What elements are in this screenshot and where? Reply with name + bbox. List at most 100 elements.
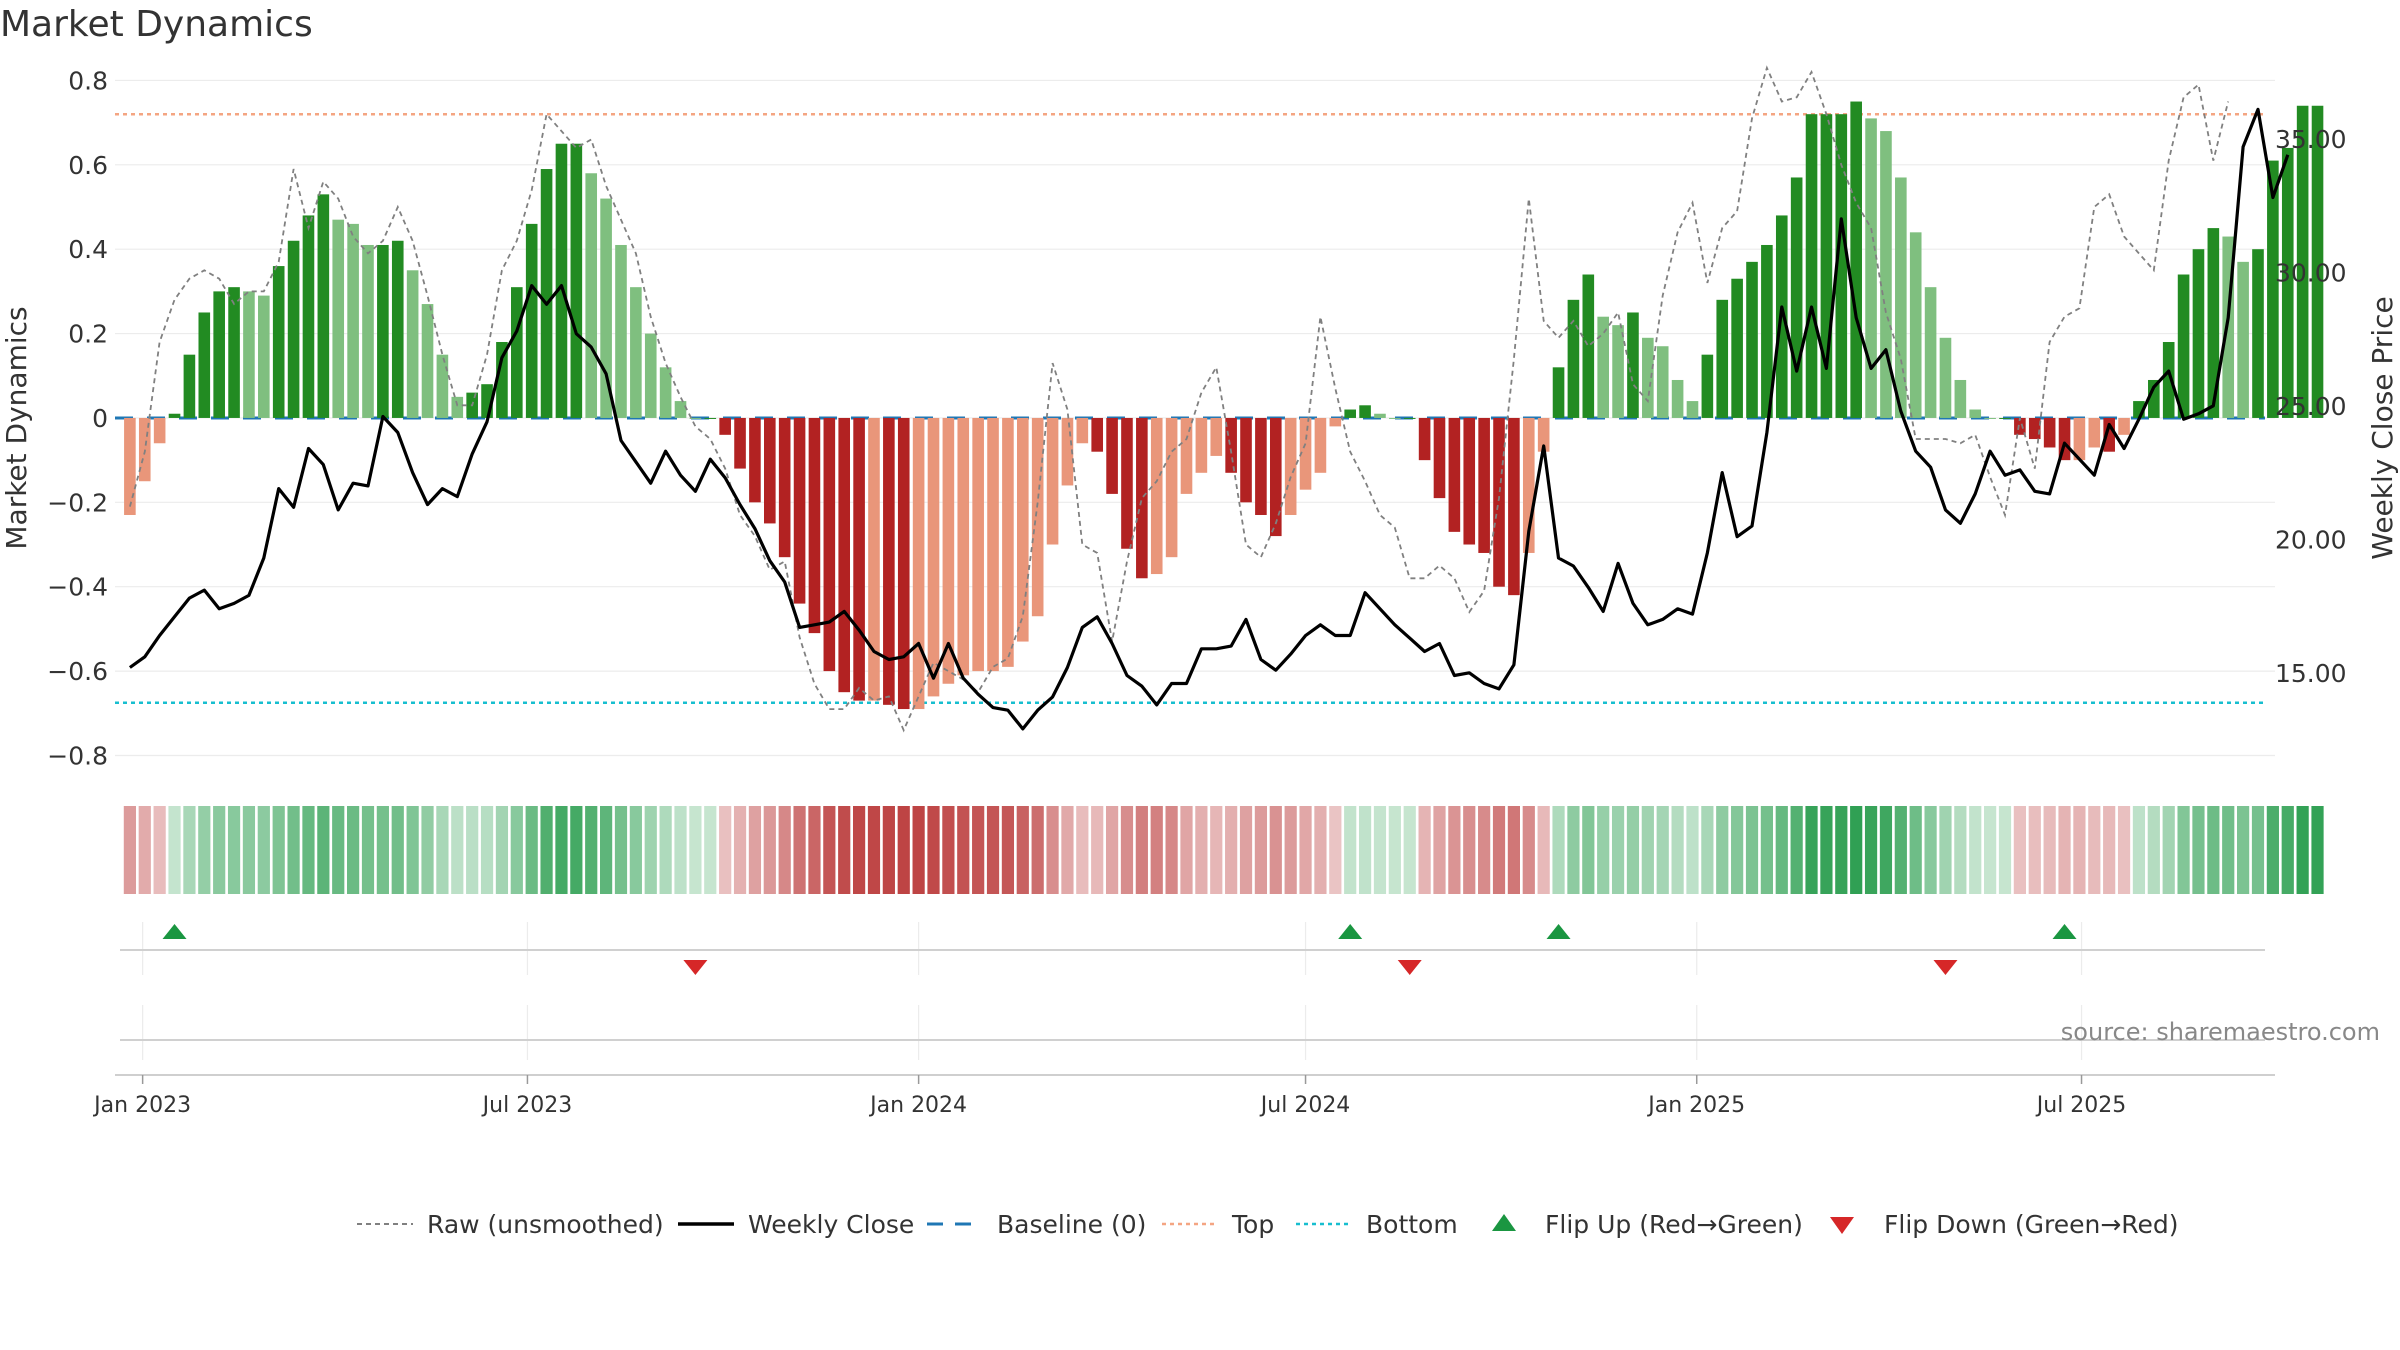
dynamics-bar: [213, 291, 225, 418]
regime-cell: [347, 806, 360, 894]
dynamics-bar: [1716, 299, 1729, 418]
regime-cell: [1299, 806, 1312, 894]
regime-cell: [1701, 806, 1714, 894]
regime-cell: [2281, 806, 2294, 894]
regime-cell: [748, 806, 762, 894]
regime-cell: [2117, 806, 2131, 894]
regime-cell: [1210, 806, 1223, 894]
regime-cell: [2132, 806, 2146, 894]
regime-cell: [1939, 806, 1952, 894]
regime-cell: [808, 806, 821, 894]
regime-cell: [361, 806, 375, 894]
regime-cell: [1686, 806, 1699, 894]
regime-cell: [793, 806, 806, 894]
regime-cell: [1418, 806, 1431, 894]
dynamics-bar: [1061, 417, 1074, 486]
regime-cell: [1775, 806, 1788, 894]
dynamics-bar: [1537, 417, 1550, 452]
dynamics-bar: [347, 223, 359, 418]
dynamics-bar: [2252, 249, 2264, 418]
regime-cell: [1284, 806, 1297, 894]
regime-cell: [213, 806, 226, 894]
dynamics-bar: [1909, 232, 1922, 418]
dynamics-bar: [1076, 417, 1089, 444]
series-lines: [128, 65, 2290, 733]
right-axis: 35.00 30.00 25.00 20.00 15.00: [2275, 125, 2347, 688]
dynamics-bar: [2311, 105, 2324, 418]
dynamics-bar: [1612, 325, 1624, 418]
regime-cell: [391, 806, 404, 894]
dynamics-bar: [2162, 342, 2175, 418]
left-axis-label: Market Dynamics: [0, 306, 33, 549]
dynamics-bar: [2281, 147, 2294, 418]
flip-down-marker: [1397, 960, 1422, 975]
regime-cell: [198, 806, 211, 894]
right-tick-label: 35.00: [2275, 125, 2347, 154]
regime-cell: [1254, 806, 1268, 894]
dynamics-bar: [391, 240, 404, 418]
regime-cell: [1105, 806, 1119, 894]
dynamics-bar: [377, 244, 389, 418]
dynamics-bar: [2177, 274, 2190, 418]
left-tick-label: 0.4: [68, 235, 108, 264]
regime-cell: [317, 806, 330, 894]
regime-strip: [123, 806, 2324, 894]
flip-markers-panel: [120, 922, 2265, 1060]
dynamics-bar: [1642, 337, 1654, 418]
regime-cell: [1344, 806, 1357, 894]
dynamics-bar: [302, 215, 315, 418]
dynamics-bar: [1984, 417, 1996, 419]
dynamics-bar: [823, 417, 836, 672]
dynamics-bar: [2237, 261, 2249, 418]
dynamics-bar: [689, 417, 702, 419]
dynamics-bar: [1835, 114, 1848, 418]
dynamics-bar: [1761, 244, 1773, 418]
dynamics-bar: [853, 417, 865, 701]
left-axis: 0.8 0.6 0.4 0.2 0 −0.2 −0.4 −0.6 −0.8: [47, 66, 108, 770]
dynamics-bar: [2014, 417, 2026, 435]
regime-cell: [1641, 806, 1654, 894]
regime-cell: [957, 806, 970, 894]
source-text: source: sharemaestro.com: [2061, 1018, 2380, 1046]
regime-cell: [2177, 806, 2190, 894]
regime-cell: [153, 806, 166, 894]
regime-cell: [1745, 806, 1759, 894]
flip-up-marker: [1546, 924, 1571, 939]
dynamics-bar: [1016, 417, 1029, 642]
regime-cell: [1001, 806, 1015, 894]
dynamics-bar: [1597, 316, 1609, 418]
dynamics-bar: [1329, 417, 1342, 427]
regime-cell: [942, 806, 955, 894]
dynamics-bar: [1701, 354, 1714, 418]
right-tick-label: 20.00: [2275, 525, 2347, 554]
dynamics-bar: [258, 295, 270, 418]
raw-line: [129, 65, 2230, 733]
x-axis: Jan 2023 Jul 2023 Jan 2024 Jul 2024 Jan 2025…: [92, 1074, 2275, 1118]
regime-cell: [1016, 806, 1029, 894]
dynamics-bar: [272, 266, 285, 418]
dynamics-bar: [763, 417, 776, 524]
regime-cell: [1537, 806, 1550, 894]
dynamics-bar: [1731, 278, 1743, 418]
close-line: [128, 107, 2290, 731]
dynamics-bar: [2207, 228, 2220, 418]
dynamics-bar: [630, 287, 642, 418]
dynamics-bar: [868, 417, 880, 701]
dynamics-bar: [1314, 417, 1327, 473]
dynamics-bar: [2296, 105, 2309, 418]
regime-cell: [406, 806, 419, 894]
dynamics-bar: [659, 367, 672, 418]
regime-cell: [376, 806, 389, 894]
regime-cell: [972, 806, 985, 894]
dynamics-bar: [243, 291, 255, 418]
dynamics-bar: [2118, 417, 2130, 435]
regime-cell: [2147, 806, 2160, 894]
regime-cell: [451, 806, 464, 894]
dynamics-bar: [734, 417, 746, 469]
regime-cell: [2222, 806, 2235, 894]
regime-cell: [1731, 806, 1744, 894]
regime-cell: [1076, 806, 1089, 894]
chart-title: Market Dynamics: [0, 4, 313, 45]
regime-cell: [2237, 806, 2250, 894]
